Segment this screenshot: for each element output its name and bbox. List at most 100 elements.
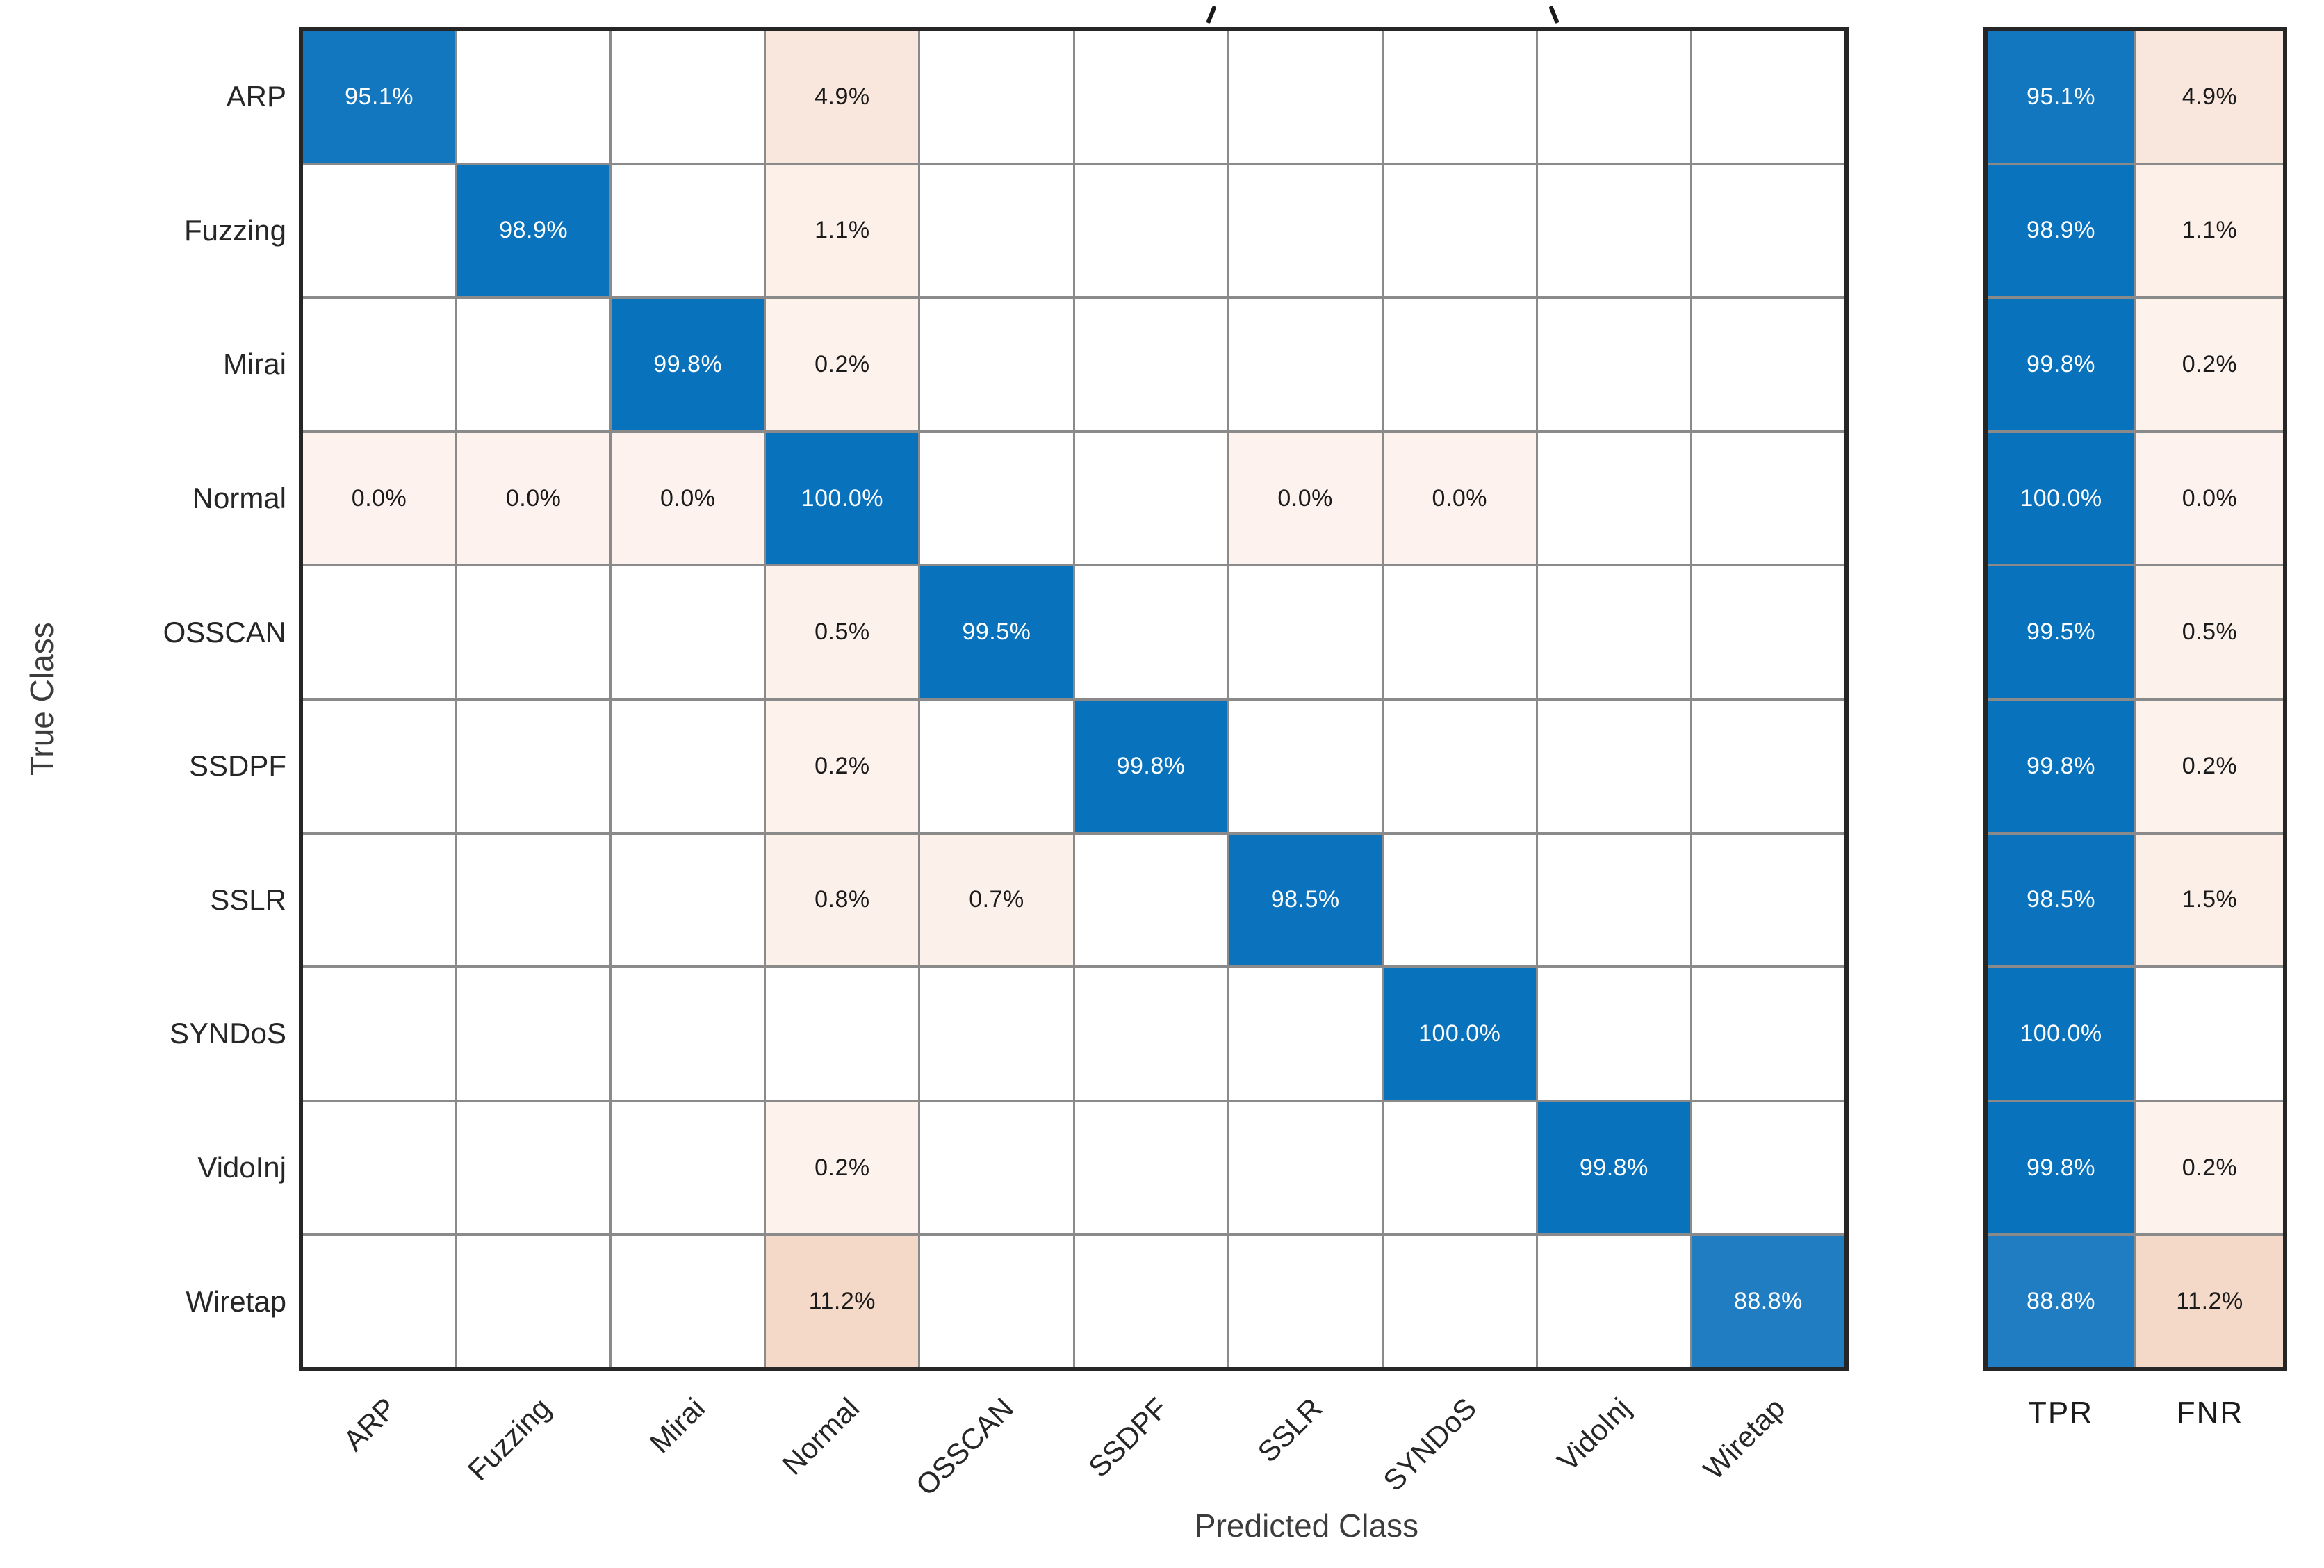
- matrix-cell-Fuzzing-VidoInj: [1537, 165, 1690, 297]
- matrix-cell-ARP-SYNDoS: [1383, 31, 1536, 163]
- matrix-cell-OSSCAN-SYNDoS: [1383, 566, 1536, 698]
- matrix-cell-SYNDoS-SSDPF: [1074, 968, 1227, 1100]
- matrix-cell-SSDPF-ARP: [303, 701, 456, 832]
- tpr-cell-SSDPF: 99.8%: [1988, 701, 2134, 832]
- matrix-cell-Mirai-VidoInj: [1537, 299, 1690, 430]
- col-tick-label-SYNDoS: SYNDoS: [1377, 1391, 1483, 1498]
- matrix-cell-Wiretap-Fuzzing: [457, 1236, 610, 1367]
- matrix-cell-SYNDoS-ARP: [303, 968, 456, 1100]
- matrix-cell-SSDPF-Wiretap: [1692, 701, 1844, 832]
- matrix-cell-Wiretap-VidoInj: [1537, 1236, 1690, 1367]
- matrix-cell-SYNDoS-VidoInj: [1537, 968, 1690, 1100]
- matrix-cell-VidoInj-Fuzzing: [457, 1102, 610, 1234]
- matrix-cell-SYNDoS-OSSCAN: [920, 968, 1073, 1100]
- tpr-cell-Wiretap: 88.8%: [1988, 1236, 2134, 1367]
- matrix-cell-SYNDoS-SSLR: [1229, 968, 1382, 1100]
- matrix-cell-SSDPF-Fuzzing: [457, 701, 610, 832]
- matrix-cell-OSSCAN-Normal: 0.5%: [766, 566, 919, 698]
- row-tick-label-Fuzzing: Fuzzing: [183, 213, 286, 247]
- matrix-cell-SYNDoS-SYNDoS: 100.0%: [1383, 968, 1536, 1100]
- matrix-cell-SSLR-Wiretap: [1692, 834, 1844, 966]
- col-tick-label-ARP: ARP: [336, 1391, 402, 1457]
- matrix-cell-ARP-SSLR: [1229, 31, 1382, 163]
- matrix-cell-VidoInj-Mirai: [612, 1102, 764, 1234]
- fnr-cell-Fuzzing: 1.1%: [2136, 165, 2283, 297]
- matrix-cell-Mirai-Wiretap: [1692, 299, 1844, 430]
- col-tick-label-Wiretap: Wiretap: [1697, 1391, 1792, 1486]
- matrix-cell-Mirai-Fuzzing: [457, 299, 610, 430]
- matrix-cell-VidoInj-Normal: 0.2%: [766, 1102, 919, 1234]
- matrix-cell-Fuzzing-ARP: [303, 165, 456, 297]
- fnr-cell-Normal: 0.0%: [2136, 432, 2283, 564]
- fnr-cell-Mirai: 0.2%: [2136, 299, 2283, 430]
- row-tick-label-ARP: ARP: [226, 80, 286, 113]
- matrix-cell-SYNDoS-Wiretap: [1692, 968, 1844, 1100]
- matrix-cell-OSSCAN-SSDPF: [1074, 566, 1227, 698]
- matrix-cell-SSDPF-OSSCAN: [920, 701, 1073, 832]
- matrix-cell-ARP-Wiretap: [1692, 31, 1844, 163]
- matrix-cell-Normal-OSSCAN: [920, 432, 1073, 564]
- matrix-cell-Fuzzing-Normal: 1.1%: [766, 165, 919, 297]
- matrix-cell-Normal-Normal: 100.0%: [766, 432, 919, 564]
- matrix-cell-Normal-Mirai: 0.0%: [612, 432, 764, 564]
- tpr-cell-Mirai: 99.8%: [1988, 299, 2134, 430]
- matrix-cell-SYNDoS-Fuzzing: [457, 968, 610, 1100]
- matrix-cell-ARP-Normal: 4.9%: [766, 31, 919, 163]
- matrix-cell-OSSCAN-Mirai: [612, 566, 764, 698]
- col-tick-label-Fuzzing: Fuzzing: [461, 1391, 557, 1487]
- matrix-cell-Fuzzing-Fuzzing: 98.9%: [457, 165, 610, 297]
- fnr-cell-SYNDoS: [2136, 968, 2283, 1100]
- matrix-cell-SSLR-SSDPF: [1074, 834, 1227, 966]
- matrix-cell-Fuzzing-OSSCAN: [920, 165, 1073, 297]
- fnr-cell-SSDPF: 0.2%: [2136, 701, 2283, 832]
- matrix-cell-Mirai-Mirai: 99.8%: [612, 299, 764, 430]
- matrix-cell-Mirai-SSDPF: [1074, 299, 1227, 430]
- matrix-cell-SSDPF-SSDPF: 99.8%: [1074, 701, 1227, 832]
- matrix-cell-SSDPF-SSLR: [1229, 701, 1382, 832]
- row-tick-label-Normal: Normal: [192, 482, 286, 515]
- matrix-cell-ARP-ARP: 95.1%: [303, 31, 456, 163]
- matrix-cell-Fuzzing-Wiretap: [1692, 165, 1844, 297]
- col-tick-label-Normal: Normal: [776, 1391, 866, 1481]
- matrix-cell-Normal-Fuzzing: 0.0%: [457, 432, 610, 564]
- matrix-cell-SYNDoS-Mirai: [612, 968, 764, 1100]
- matrix-cell-SSLR-OSSCAN: 0.7%: [920, 834, 1073, 966]
- matrix-cell-Wiretap-Mirai: [612, 1236, 764, 1367]
- col-tick-label-VidoInj: VidoInj: [1551, 1391, 1637, 1478]
- fnr-cell-OSSCAN: 0.5%: [2136, 566, 2283, 698]
- tpr-cell-Normal: 100.0%: [1988, 432, 2134, 564]
- matrix-cell-SYNDoS-Normal: [766, 968, 919, 1100]
- matrix-cell-Normal-SSLR: 0.0%: [1229, 432, 1382, 564]
- matrix-cell-ARP-VidoInj: [1537, 31, 1690, 163]
- matrix-cell-Wiretap-SSLR: [1229, 1236, 1382, 1367]
- matrix-cell-OSSCAN-ARP: [303, 566, 456, 698]
- confusion-matrix-grid: 95.1% 4.9% 98.9% 1.1% 99.8% 0.2% 0.0% 0.0% 0.0% 1…: [299, 27, 1849, 1371]
- matrix-cell-SSDPF-SYNDoS: [1383, 701, 1536, 832]
- tpr-cell-OSSCAN: 99.5%: [1988, 566, 2134, 698]
- matrix-cell-Mirai-SYNDoS: [1383, 299, 1536, 430]
- matrix-cell-SSLR-Fuzzing: [457, 834, 610, 966]
- matrix-cell-OSSCAN-SSLR: [1229, 566, 1382, 698]
- matrix-cell-SSLR-Mirai: [612, 834, 764, 966]
- matrix-cell-Mirai-OSSCAN: [920, 299, 1073, 430]
- matrix-cell-Normal-SSDPF: [1074, 432, 1227, 564]
- tpr-cell-ARP: 95.1%: [1988, 31, 2134, 163]
- tpr-cell-Fuzzing: 98.9%: [1988, 165, 2134, 297]
- matrix-cell-Normal-ARP: 0.0%: [303, 432, 456, 564]
- matrix-cell-OSSCAN-Wiretap: [1692, 566, 1844, 698]
- matrix-cell-VidoInj-VidoInj: 99.8%: [1537, 1102, 1690, 1234]
- matrix-cell-Normal-VidoInj: [1537, 432, 1690, 564]
- row-tick-label-SSDPF: SSDPF: [188, 749, 286, 783]
- matrix-cell-SSLR-VidoInj: [1537, 834, 1690, 966]
- matrix-cell-Fuzzing-Mirai: [612, 165, 764, 297]
- row-tick-label-OSSCAN: OSSCAN: [163, 615, 286, 648]
- tpr-cell-SSLR: 98.5%: [1988, 834, 2134, 966]
- col-tick-label-SSLR: SSLR: [1251, 1391, 1329, 1469]
- tpr-column-label: TPR: [2028, 1396, 2093, 1430]
- tpr-cell-VidoInj: 99.8%: [1988, 1102, 2134, 1234]
- row-summary-grid: 95.1% 4.9% 98.9% 1.1% 99.8% 0.2% 100.0% 0.0% 99.…: [1983, 27, 2287, 1371]
- matrix-cell-Mirai-SSLR: [1229, 299, 1382, 430]
- matrix-cell-Fuzzing-SSDPF: [1074, 165, 1227, 297]
- cropped-title-fragment-left: [1206, 5, 1217, 24]
